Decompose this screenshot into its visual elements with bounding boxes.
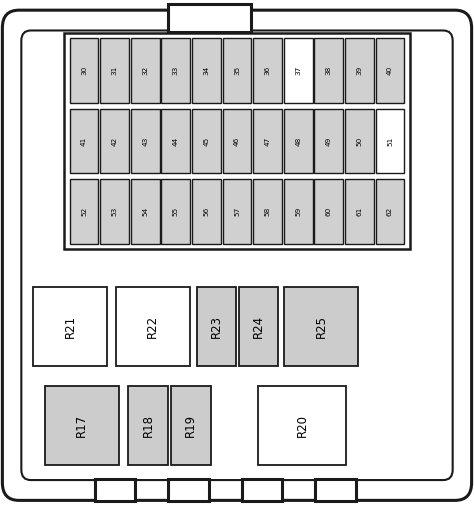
Text: 40: 40 [387,66,393,75]
Text: 43: 43 [142,136,148,146]
Bar [375,179,404,244]
Text: 52: 52 [81,207,87,216]
Bar [314,38,343,103]
Bar [284,109,312,173]
Bar [223,109,251,173]
Text: 32: 32 [142,66,148,75]
Bar [131,109,160,173]
Bar [45,386,118,465]
Text: 53: 53 [111,207,118,216]
Bar [168,479,209,501]
Text: 30: 30 [81,66,87,75]
Bar [192,38,221,103]
Bar [314,179,343,244]
Text: 41: 41 [81,136,87,146]
Text: 50: 50 [356,136,363,146]
Bar [70,179,99,244]
Text: 48: 48 [295,136,301,146]
Text: 46: 46 [234,136,240,146]
Text: 55: 55 [173,207,179,216]
Text: 37: 37 [295,66,301,75]
Text: 33: 33 [173,66,179,75]
Bar [100,38,129,103]
Text: R22: R22 [146,315,159,338]
Text: 51: 51 [387,136,393,146]
Bar [116,287,190,366]
Text: 54: 54 [142,207,148,216]
Bar [284,179,312,244]
Text: 62: 62 [387,207,393,216]
Bar [131,179,160,244]
Bar [192,179,221,244]
Text: 56: 56 [203,207,210,216]
Bar [168,4,251,32]
Bar [128,386,168,465]
Bar [345,38,374,103]
Text: R18: R18 [142,414,155,437]
Text: 49: 49 [326,136,332,146]
FancyBboxPatch shape [21,30,453,480]
Text: R23: R23 [210,315,223,338]
Bar [242,479,282,501]
Bar [223,38,251,103]
Bar [345,109,374,173]
Text: R17: R17 [75,414,88,437]
Text: 60: 60 [326,207,332,216]
Text: 38: 38 [326,66,332,75]
Bar [284,38,312,103]
Bar [197,287,236,366]
Text: 36: 36 [264,66,271,75]
Bar [171,386,211,465]
Bar [95,479,135,501]
Bar [162,179,190,244]
Text: 45: 45 [203,136,210,146]
Bar [70,38,99,103]
Bar [314,109,343,173]
Bar [315,479,356,501]
Text: 42: 42 [111,136,118,146]
Bar [239,287,278,366]
Text: 61: 61 [356,207,363,216]
Bar [223,179,251,244]
Bar [253,179,282,244]
Bar [162,38,190,103]
Bar [375,109,404,173]
Bar [131,38,160,103]
Bar [375,38,404,103]
Bar [258,386,346,465]
Bar [70,109,99,173]
Text: 57: 57 [234,207,240,216]
Bar [192,109,221,173]
Text: 59: 59 [295,207,301,216]
FancyBboxPatch shape [2,10,472,500]
Text: 35: 35 [234,66,240,75]
Bar [345,179,374,244]
Bar [64,33,410,249]
Text: R25: R25 [315,315,328,338]
Text: R19: R19 [184,414,197,437]
Bar [253,109,282,173]
Text: 58: 58 [264,207,271,216]
Text: R24: R24 [252,315,265,338]
Bar [284,287,358,366]
Text: R20: R20 [296,414,309,437]
Text: 47: 47 [264,136,271,146]
Text: R21: R21 [64,315,76,338]
Bar [253,38,282,103]
Text: 44: 44 [173,136,179,146]
Bar [162,109,190,173]
Bar [100,109,129,173]
Text: 34: 34 [203,66,210,75]
Bar [33,287,107,366]
Bar [100,179,129,244]
Text: 31: 31 [111,66,118,75]
Text: 39: 39 [356,66,363,75]
